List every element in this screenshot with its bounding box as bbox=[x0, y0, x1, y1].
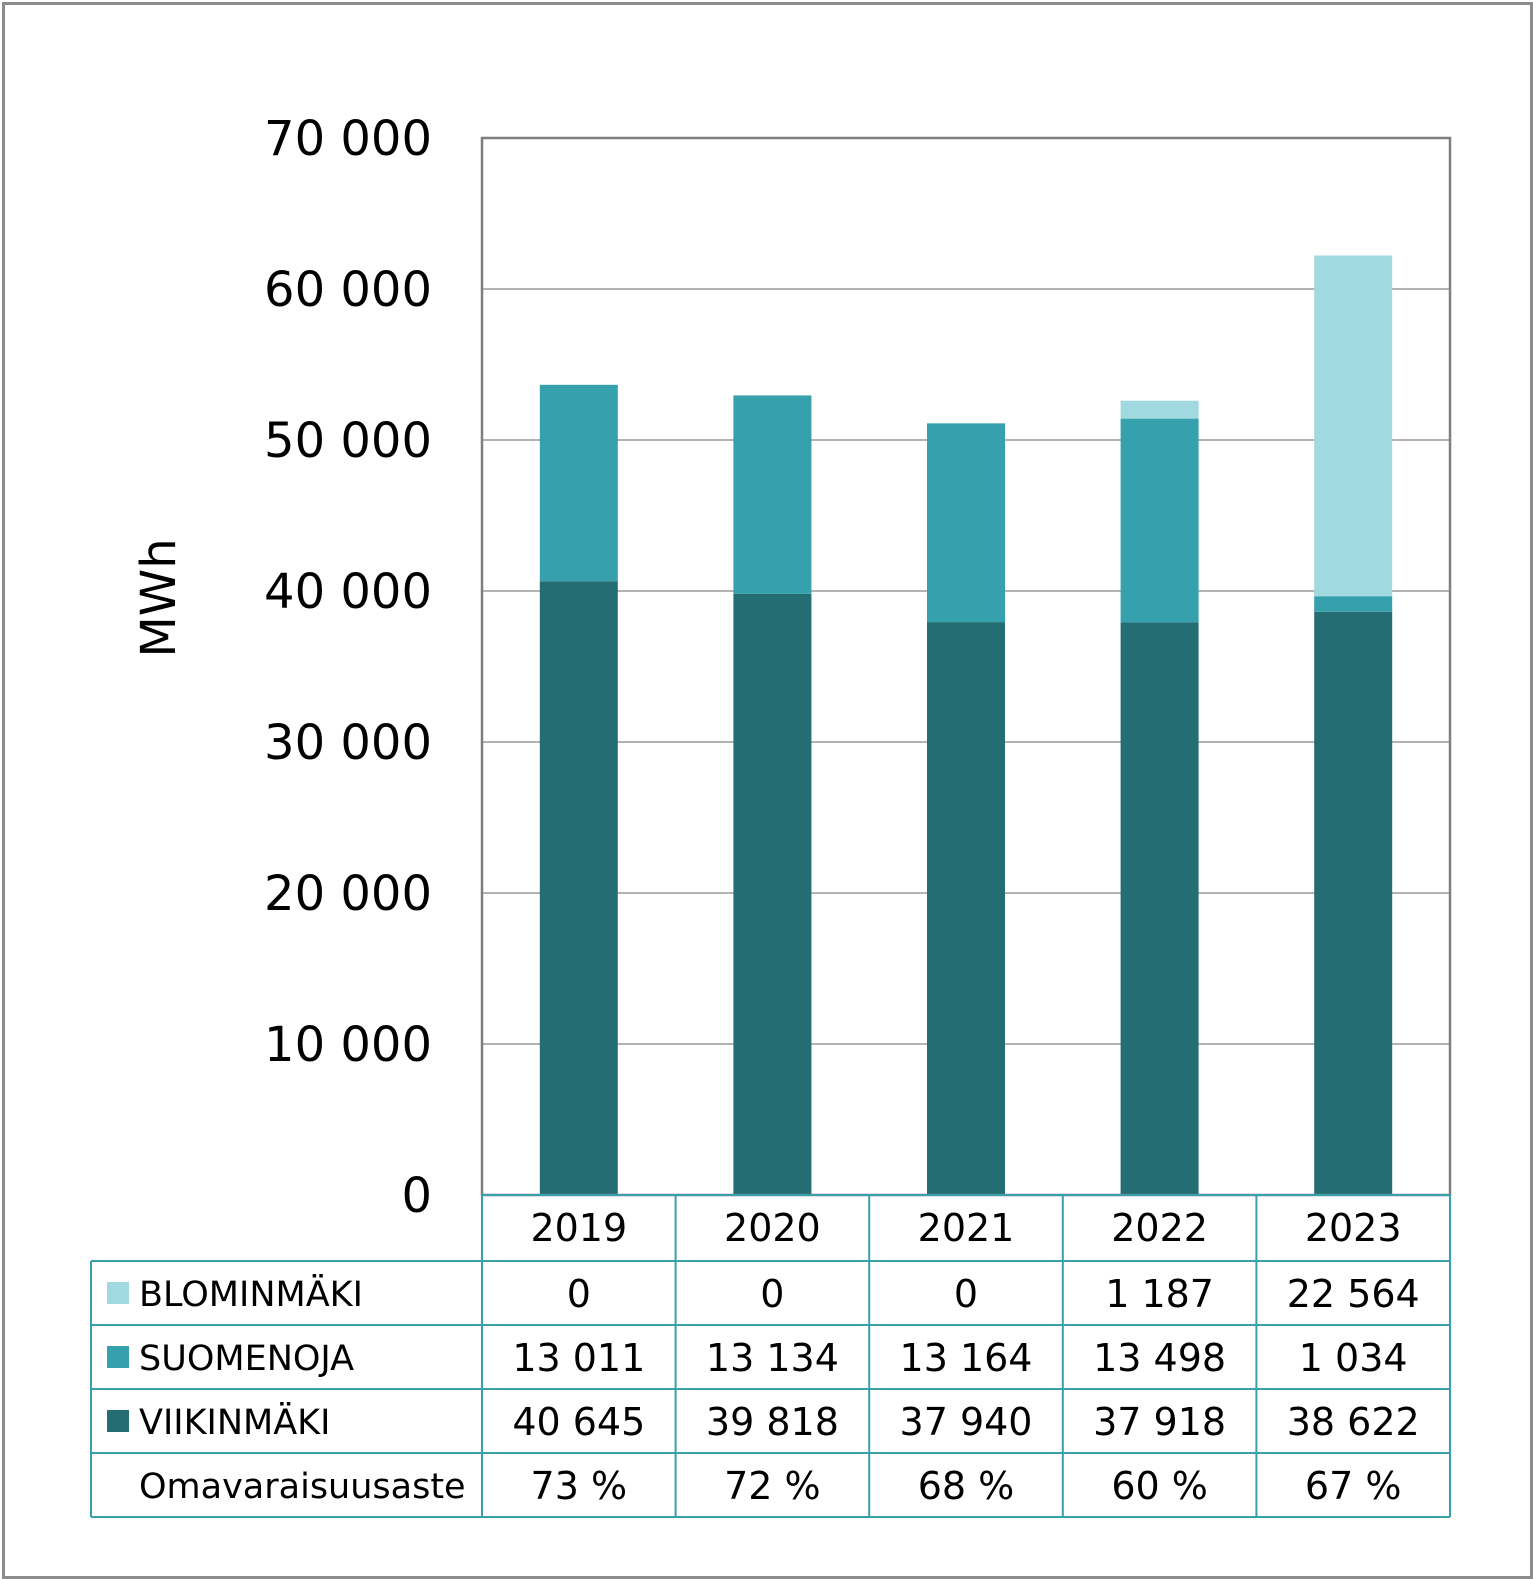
gridlines bbox=[482, 288, 1450, 1045]
extra-row-value: 73 % bbox=[531, 1464, 628, 1508]
table-value: 13 498 bbox=[1093, 1336, 1226, 1380]
x-category-label: 2021 bbox=[918, 1206, 1015, 1250]
table-value: 13 164 bbox=[900, 1336, 1033, 1380]
bars bbox=[539, 255, 1393, 1195]
x-category-label: 2020 bbox=[724, 1206, 821, 1250]
extra-row-label: Omavaraisuusaste bbox=[139, 1467, 466, 1507]
extra-row-value: 72 % bbox=[724, 1464, 821, 1508]
legend-swatch bbox=[107, 1346, 129, 1368]
y-axis-ticks: 0 10 000 20 000 30 000 40 000 50 000 60 000 70 … bbox=[264, 111, 432, 1224]
table-value: 40 645 bbox=[512, 1400, 645, 1444]
bar-blominm-ki-2023 bbox=[1314, 255, 1393, 597]
table-value: 1 034 bbox=[1299, 1336, 1408, 1380]
y-tick-label: 70 000 bbox=[264, 111, 432, 167]
x-category-label: 2019 bbox=[530, 1206, 627, 1250]
bar-suomenoja-2022 bbox=[1120, 418, 1199, 623]
y-tick-label: 60 000 bbox=[264, 262, 432, 318]
table-value: 22 564 bbox=[1287, 1272, 1420, 1316]
table-value: 39 818 bbox=[706, 1400, 839, 1444]
y-tick-label: 40 000 bbox=[264, 564, 432, 620]
bar-blominm-ki-2022 bbox=[1120, 400, 1199, 419]
table-value: 13 011 bbox=[512, 1336, 645, 1380]
bar-suomenoja-2020 bbox=[733, 395, 812, 594]
table-value: 37 940 bbox=[900, 1400, 1033, 1444]
table-value: 38 622 bbox=[1287, 1400, 1420, 1444]
legend-label: VIIKINMÄKI bbox=[139, 1401, 330, 1443]
legend-swatch bbox=[107, 1410, 129, 1432]
x-category-label: 2022 bbox=[1111, 1206, 1208, 1250]
extra-row-value: 60 % bbox=[1111, 1464, 1208, 1508]
y-tick-label: 30 000 bbox=[264, 715, 432, 771]
bar-viikinm-ki-2020 bbox=[733, 593, 812, 1195]
y-tick-label: 20 000 bbox=[264, 866, 432, 922]
legend-label: BLOMINMÄKI bbox=[139, 1273, 363, 1315]
x-category-label: 2023 bbox=[1305, 1206, 1402, 1250]
y-tick-label: 0 bbox=[401, 1168, 432, 1224]
table-value: 1 187 bbox=[1105, 1272, 1214, 1316]
y-tick-label: 10 000 bbox=[264, 1017, 432, 1073]
data-table: 2019 2020 2021 2022 2023 BLOMINMÄKI 0 0 0 1 187 22… bbox=[90, 1194, 1451, 1518]
extra-row-value: 67 % bbox=[1305, 1464, 1402, 1508]
y-tick-label: 50 000 bbox=[264, 413, 432, 469]
bar-viikinm-ki-2022 bbox=[1120, 622, 1199, 1195]
legend-label: SUOMENOJA bbox=[139, 1339, 354, 1379]
bar-suomenoja-2023 bbox=[1314, 596, 1393, 612]
y-axis-label: MWh bbox=[131, 538, 187, 657]
bar-viikinm-ki-2019 bbox=[539, 581, 618, 1195]
bar-suomenoja-2021 bbox=[927, 423, 1005, 623]
table-value: 0 bbox=[567, 1272, 591, 1316]
extra-row-value: 68 % bbox=[918, 1464, 1015, 1508]
table-value: 37 918 bbox=[1093, 1400, 1226, 1444]
bar-viikinm-ki-2021 bbox=[927, 622, 1005, 1195]
table-value: 13 134 bbox=[706, 1336, 839, 1380]
table-value: 0 bbox=[760, 1272, 784, 1316]
legend-swatch bbox=[107, 1282, 129, 1304]
bar-viikinm-ki-2023 bbox=[1314, 611, 1393, 1195]
table-value: 0 bbox=[954, 1272, 978, 1316]
bar-suomenoja-2019 bbox=[539, 384, 618, 582]
